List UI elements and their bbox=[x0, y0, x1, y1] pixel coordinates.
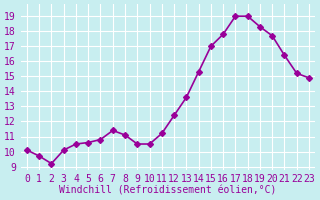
X-axis label: Windchill (Refroidissement éolien,°C): Windchill (Refroidissement éolien,°C) bbox=[59, 186, 276, 196]
